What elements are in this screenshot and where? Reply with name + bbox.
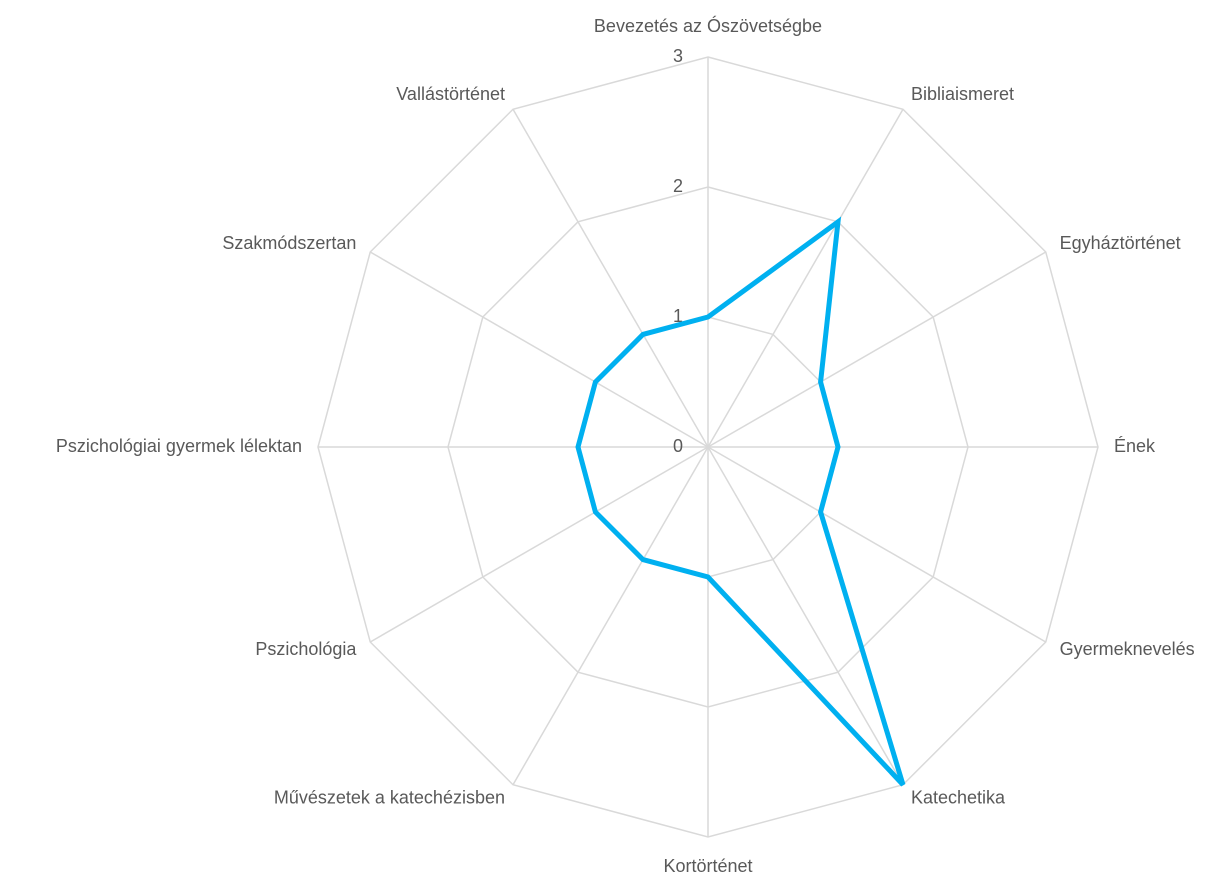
spoke [369,446,709,643]
category-label: Ének [1114,436,1156,456]
spoke [707,251,1047,448]
category-label: Egyháztörténet [1060,233,1181,253]
spoke [512,446,709,786]
category-label: Kortörténet [663,856,752,876]
spoke [707,446,1047,643]
r-tick-label: 3 [673,46,683,66]
category-label: Gyermeknevelés [1060,639,1195,659]
category-label: Művészetek a katechézisben [274,787,505,807]
r-tick-label: 0 [673,436,683,456]
category-label: Pszichológiai gyermek lélektan [56,436,302,456]
category-label: Pszichológia [255,639,357,659]
r-tick-label: 2 [673,176,683,196]
category-label: Vallástörténet [396,84,505,104]
spoke [369,251,709,448]
category-label: Bevezetés az Ószövetségbe [594,15,822,36]
spoke [707,446,904,786]
category-label: Bibliaismeret [911,84,1014,104]
category-label: Szakmódszertan [222,233,356,253]
spoke [707,108,904,448]
r-tick-label: 1 [673,306,683,326]
category-label: Katechetika [911,787,1006,807]
spoke [512,108,709,448]
series-line [575,216,906,787]
